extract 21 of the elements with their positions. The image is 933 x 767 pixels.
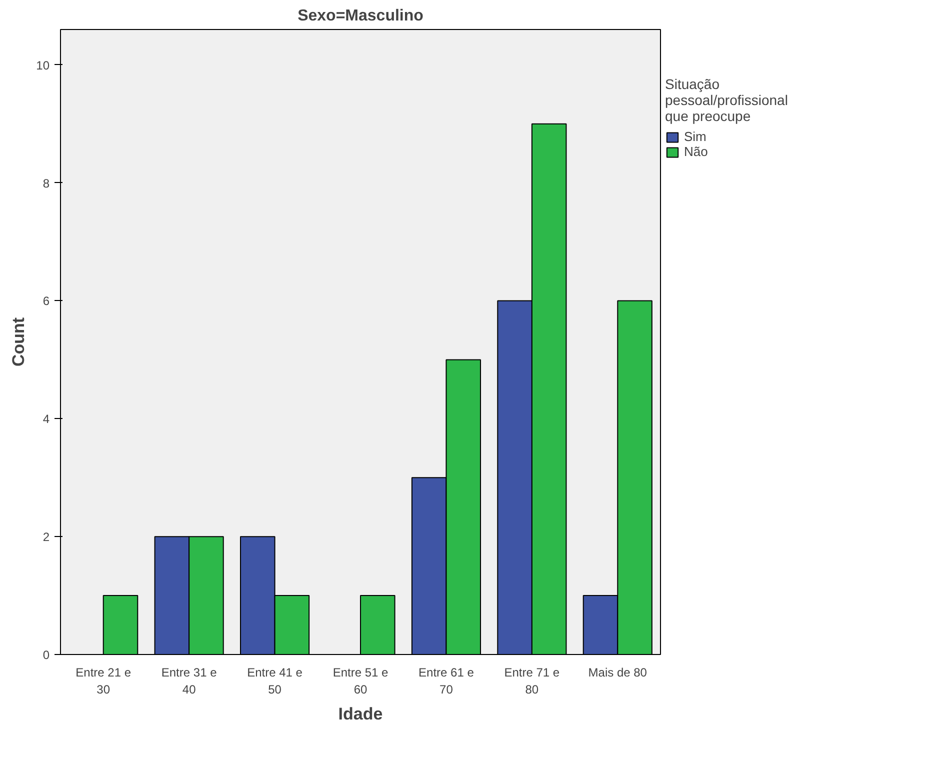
x-tick-label: Entre 51 e 60 [332, 666, 389, 696]
x-tick-label: Mais de 80 [588, 666, 648, 680]
y-tick-label: 6 [42, 294, 50, 308]
y-axis-title: Count [9, 317, 28, 367]
x-tick-label: Entre 41 e 50 [247, 666, 303, 696]
x-tick-label: Entre 21 e 30 [76, 666, 132, 696]
legend-label: Não [684, 144, 708, 159]
y-tick-label: 0 [42, 648, 50, 662]
chart-title: Sexo=Masculino [298, 8, 424, 24]
x-tick-label: Entre 71 e 80 [504, 666, 560, 696]
y-tick-label: 4 [42, 412, 50, 426]
bar [102, 595, 138, 654]
bar [360, 595, 396, 654]
x-tick-label: Entre 31 e 40 [161, 666, 218, 696]
x-axis-title: Idade [338, 704, 383, 724]
y-tick-label: 10 [36, 58, 50, 72]
legend-label: Sim [684, 129, 706, 144]
y-tick-label: 8 [42, 176, 50, 190]
y-tick-label: 2 [42, 530, 50, 544]
legend-title: Situação pessoal/profissional que preocupe [665, 76, 788, 124]
x-tick-label: Entre 61 e 70 [418, 666, 474, 696]
